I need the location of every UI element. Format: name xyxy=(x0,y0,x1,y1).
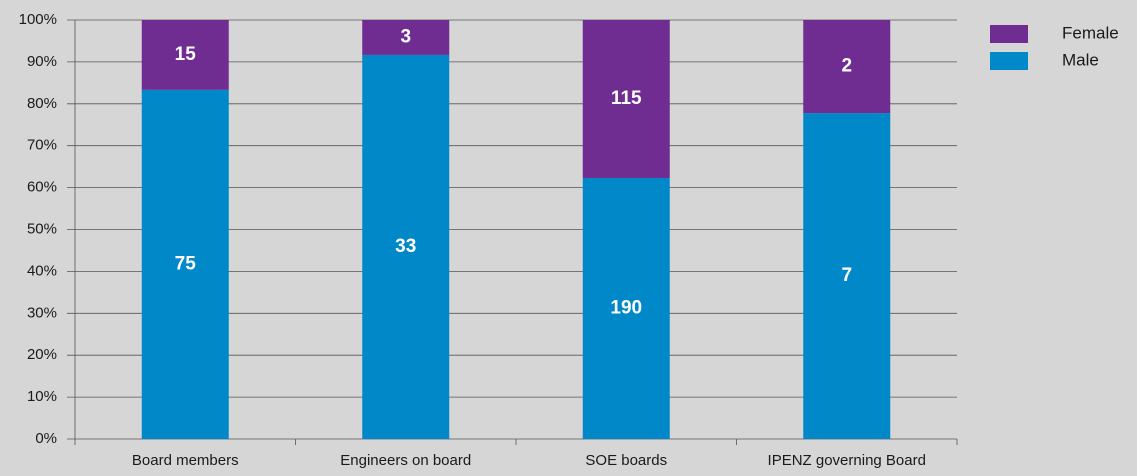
x-tick-label: Engineers on board xyxy=(340,452,471,469)
legend-swatch xyxy=(990,52,1028,70)
value-label: 15 xyxy=(175,44,197,65)
y-tick-label: 100% xyxy=(19,11,57,28)
bar-segment xyxy=(803,20,891,114)
y-tick-label: 30% xyxy=(27,304,57,321)
y-tick-label: 60% xyxy=(27,179,57,196)
y-tick-label: 50% xyxy=(27,220,57,237)
value-label: 2 xyxy=(841,56,852,77)
bar-segment xyxy=(141,89,229,439)
bar-segment xyxy=(362,54,450,440)
x-tick-label: Board members xyxy=(132,452,239,469)
legend-swatch xyxy=(990,25,1028,43)
y-tick-label: 20% xyxy=(27,346,57,363)
value-label: 115 xyxy=(611,88,642,109)
bar-segment xyxy=(141,20,229,90)
y-tick-label: 10% xyxy=(27,388,57,405)
x-tick-label: SOE boards xyxy=(585,452,667,469)
legend-label: Female xyxy=(1062,23,1119,42)
bar-segment xyxy=(582,20,670,178)
value-label: 33 xyxy=(395,236,416,257)
value-label: 190 xyxy=(610,298,642,319)
y-tick-label: 80% xyxy=(27,95,57,112)
x-tick-label: IPENZ governing Board xyxy=(768,452,926,469)
y-tick-label: 0% xyxy=(35,430,57,447)
y-tick-label: 70% xyxy=(27,137,57,154)
legend-label: Male xyxy=(1062,50,1099,69)
value-label: 75 xyxy=(175,253,197,274)
bar-segment xyxy=(803,113,891,439)
y-tick-label: 40% xyxy=(27,262,57,279)
value-label: 3 xyxy=(400,26,411,47)
y-tick-label: 90% xyxy=(27,53,57,70)
value-label: 7 xyxy=(841,265,852,286)
bar-segment xyxy=(582,177,670,439)
bar-segment xyxy=(362,20,450,55)
